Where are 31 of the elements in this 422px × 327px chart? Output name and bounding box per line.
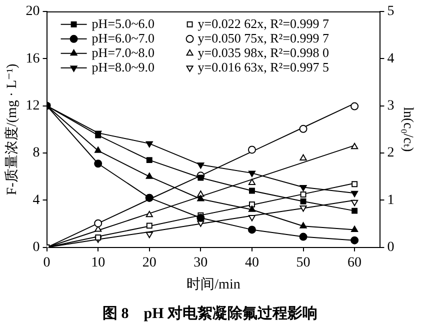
legend-label: pH=8.0~9.0	[92, 59, 155, 74]
y2-tick-label: 5	[387, 4, 394, 20]
legend-label: y=0.016 63x, R²=0.997 5	[198, 59, 330, 74]
legend-label: y=0.050 75x, R²=0.999 7	[198, 30, 330, 46]
legend-label: y=0.022 62x, R²=0.999 7	[198, 16, 330, 31]
y2-tick-label: 0	[387, 240, 394, 256]
x-tick-label: 50	[296, 255, 310, 270]
y2-tick-label: 4	[387, 51, 394, 66]
legend-label: pH=7.0~8.0	[92, 44, 155, 60]
x-tick-label: 60	[348, 255, 362, 270]
text: 图 8 pH 对电絮凝除氟过程影响	[102, 304, 318, 322]
x-tick-label: 30	[194, 255, 208, 270]
y-tick-label: 16	[26, 51, 40, 66]
y-tick-label: 12	[26, 98, 40, 114]
y-tick-label: 20	[26, 4, 40, 20]
legend-label: pH=6.0~7.0	[92, 30, 155, 46]
y2-tick-label: 1	[387, 192, 394, 208]
legend-label: pH=5.0~6.0	[92, 16, 155, 31]
legend-label: y=0.035 98x, R²=0.998 0	[198, 44, 330, 60]
x-tick-label: 40	[244, 255, 259, 270]
x-tick-label: 0	[43, 255, 50, 270]
y2-tick-label: 2	[387, 146, 394, 161]
y2-tick-label: 3	[387, 98, 394, 114]
x-tick-label: 10	[91, 255, 106, 270]
x-tick-label: 20	[142, 255, 156, 270]
y-tick-label: 4	[32, 192, 40, 208]
y-axis-title: F-质量浓度/(mg · L⁻¹)	[4, 63, 20, 196]
y-tick-label: 0	[32, 240, 40, 256]
y2-axis-title: ln(c₀/cₜ)	[400, 106, 415, 152]
y-tick-label: 8	[32, 146, 40, 161]
x-axis-title: 时间/min	[186, 276, 240, 292]
